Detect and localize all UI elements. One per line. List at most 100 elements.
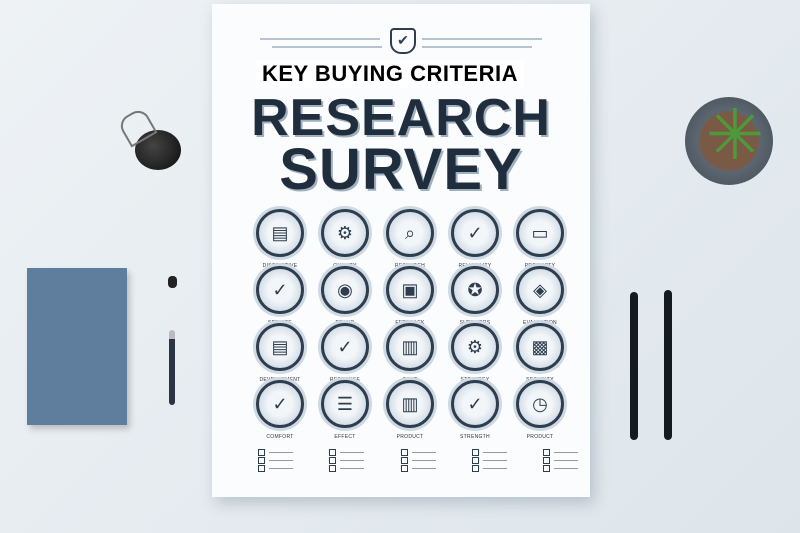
criteria-item: ✓SERVICE bbox=[250, 266, 310, 326]
checkbox-icon bbox=[400, 464, 408, 472]
checkbox-item bbox=[400, 456, 436, 464]
criteria-item: ▥COST bbox=[380, 323, 440, 383]
criteria-label: PRODUCT bbox=[396, 434, 424, 440]
checkbox-icon bbox=[543, 464, 550, 472]
file-icon: ▣ bbox=[386, 266, 434, 314]
checkbox-item bbox=[258, 456, 293, 464]
checklist-column bbox=[471, 448, 507, 472]
checkbox-icon bbox=[471, 448, 479, 456]
clipboard-icon: ▤ bbox=[256, 323, 304, 371]
document-icon: ▭ bbox=[516, 209, 564, 257]
criteria-item: ✪SUPPLIERS bbox=[445, 266, 505, 326]
text-line bbox=[554, 459, 578, 461]
text-line bbox=[411, 451, 436, 453]
lock-icon: ▩ bbox=[516, 323, 564, 371]
text-line bbox=[482, 467, 507, 469]
criteria-item: ▣FEEDBACK bbox=[380, 266, 440, 326]
checkbox-item bbox=[471, 448, 507, 456]
checkbox-item bbox=[400, 448, 436, 456]
pen bbox=[630, 292, 638, 440]
text-line bbox=[411, 459, 436, 461]
criteria-item: ◷ PRODUCT bbox=[510, 380, 570, 440]
criteria-item: ⌕RESEARCH bbox=[380, 209, 440, 269]
poster-subtitle: KEY BUYING CRITERIA bbox=[256, 60, 524, 88]
checkbox-item bbox=[400, 464, 436, 472]
text-line bbox=[340, 451, 365, 453]
checkbox-icon bbox=[471, 456, 479, 464]
criteria-label: STRENGTH bbox=[460, 434, 490, 440]
checkbox-icon bbox=[329, 456, 337, 464]
plant-pot bbox=[685, 97, 773, 185]
checkbox-icon bbox=[329, 448, 337, 456]
clock-icon: ◷ bbox=[516, 380, 564, 428]
divider bbox=[260, 38, 380, 40]
check-chart-icon: ✓ bbox=[451, 380, 499, 428]
text-line bbox=[482, 451, 507, 453]
target-icon: ◉ bbox=[321, 266, 369, 314]
criteria-item: ⚙STRATEGY bbox=[445, 323, 505, 383]
criteria-label: EFFECT bbox=[334, 434, 356, 440]
checklist-column bbox=[400, 448, 436, 472]
criteria-grid: ▤DISCRIPTIVE⚙QUALITY⌕RESEARCH✓RELIABILIT… bbox=[250, 209, 570, 440]
checkbox-item bbox=[329, 448, 365, 456]
criteria-label: PRODUCT bbox=[526, 434, 554, 440]
magnifier-icon: ⌕ bbox=[386, 209, 434, 257]
criteria-item: ◉BRAND bbox=[315, 266, 375, 326]
checkbox-icon bbox=[329, 464, 337, 472]
checkmark-icon: ✓ bbox=[256, 380, 304, 428]
checkbox-icon bbox=[543, 456, 550, 464]
criteria-label: COMFORT bbox=[266, 434, 294, 440]
poster-title-line2: SURVEY bbox=[279, 137, 523, 202]
leaf-check-icon: ✓ bbox=[451, 209, 499, 257]
shield-check-icon: ✔ bbox=[390, 28, 416, 54]
checkbox-item bbox=[543, 448, 578, 456]
criteria-item: ▥ PRODUCT bbox=[380, 380, 440, 440]
grid-row: ▤DISCRIPTIVE⚙QUALITY⌕RESEARCH✓RELIABILIT… bbox=[250, 209, 570, 269]
checkbox-icon bbox=[400, 448, 408, 456]
checklist-column bbox=[258, 448, 293, 472]
checklist-column bbox=[329, 448, 365, 472]
text-line bbox=[482, 459, 507, 461]
criteria-item: ▭PRODUCTY bbox=[510, 209, 570, 269]
pen-cap bbox=[168, 276, 177, 288]
succulent-plant: ✳ bbox=[705, 96, 765, 174]
checkbox-icon bbox=[400, 456, 408, 464]
criteria-item: ✓RESPONSE bbox=[315, 323, 375, 383]
gears-icon: ⚙ bbox=[321, 209, 369, 257]
checkbox-icon bbox=[258, 448, 265, 456]
checkbox-icon bbox=[258, 464, 265, 472]
checkbox-item bbox=[543, 464, 578, 472]
bar-chart-icon: ▥ bbox=[386, 323, 434, 371]
checkbox-item bbox=[258, 448, 293, 456]
criteria-item: ✓ COMFORT bbox=[250, 380, 310, 440]
badge-icon: ✪ bbox=[451, 266, 499, 314]
grid-row: ▤DEVELOPMENT✓RESPONSE▥COST⚙STRATEGY▩SECU… bbox=[250, 323, 570, 383]
criteria-item: ▤DEVELOPMENT bbox=[250, 323, 310, 383]
text-line bbox=[269, 467, 293, 469]
checkmark-icon: ✓ bbox=[321, 323, 369, 371]
survey-poster: ✔ KEY BUYING CRITERIA RESEARCH SURVEY ▤D… bbox=[212, 4, 590, 497]
grid-row: ✓ COMFORT ☰ EFFECT ▥ PRODUCT ✓ STRENGTH ◷ PRODUCT bbox=[250, 380, 570, 440]
checkbox-icon bbox=[258, 456, 265, 464]
bar-chart-icon: ▥ bbox=[386, 380, 434, 428]
text-line bbox=[269, 451, 293, 453]
pen bbox=[664, 290, 672, 440]
criteria-item: ✓RELIABILITY bbox=[445, 209, 505, 269]
checkbox-item bbox=[471, 464, 507, 472]
checkbox-icon bbox=[471, 464, 479, 472]
cube-icon: ◈ bbox=[516, 266, 564, 314]
text-line bbox=[554, 467, 578, 469]
checkbox-item bbox=[471, 456, 507, 464]
check-seal-icon: ✓ bbox=[256, 266, 304, 314]
text-line bbox=[340, 467, 365, 469]
pen bbox=[169, 330, 175, 405]
grid-row: ✓SERVICE◉BRAND▣FEEDBACK✪SUPPLIERS◈EVALUA… bbox=[250, 266, 570, 326]
text-line bbox=[340, 459, 365, 461]
checklist bbox=[258, 448, 578, 472]
criteria-item: ☰ EFFECT bbox=[315, 380, 375, 440]
text-line bbox=[554, 451, 578, 453]
poster-title-line1: RESEARCH bbox=[251, 89, 551, 147]
checklist-column bbox=[543, 448, 578, 472]
divider bbox=[422, 38, 542, 40]
divider bbox=[272, 46, 382, 48]
